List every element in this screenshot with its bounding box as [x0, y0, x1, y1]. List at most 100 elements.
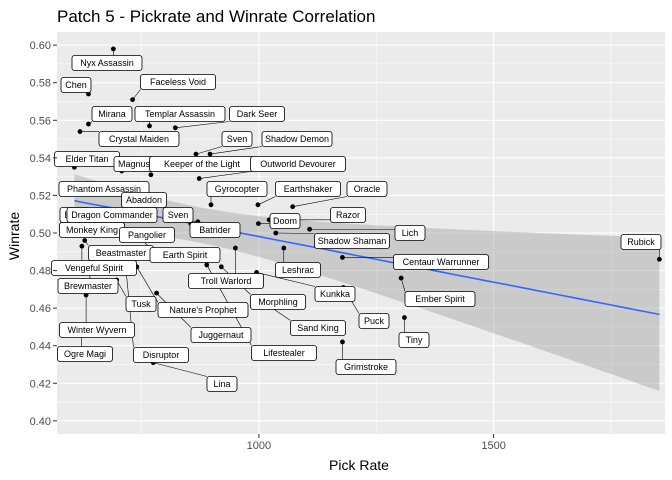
y-tick-label: 0.44: [30, 341, 51, 353]
point-label-box: [60, 77, 92, 93]
point-label-box: [189, 222, 241, 238]
label-connector: [292, 196, 348, 207]
point-label-box: [188, 273, 264, 289]
data-point: [77, 129, 83, 134]
point-label: Phantom Assassin: [67, 184, 141, 194]
point-label: Shadow Demon: [265, 134, 329, 144]
chart-title: Patch 5 - Pickrate and Winrate Correlati…: [57, 7, 375, 26]
point-label-box: [346, 181, 388, 197]
point-label-box: [314, 286, 356, 302]
point-label: Templar Assassin: [145, 109, 215, 119]
point-label-box: [335, 359, 397, 375]
y-tick-label: 0.56: [30, 115, 51, 127]
point-label-box: [133, 347, 189, 363]
data-point: [255, 202, 261, 208]
data-point: [193, 151, 199, 157]
point-label: Dragon Commander: [71, 210, 153, 220]
point-label-box: [269, 213, 301, 229]
point-label: Morphling: [258, 297, 298, 307]
point-label-box: [119, 227, 175, 243]
point-label: Nyx Assassin: [80, 58, 134, 68]
point-label: Batrider: [199, 225, 231, 235]
data-point: [281, 245, 287, 251]
point-label: Ember Spirit: [415, 294, 465, 304]
point-label: Puck: [364, 316, 385, 326]
label-connector: [195, 146, 223, 155]
point-label-box: [275, 181, 341, 197]
point-label-box: [98, 131, 180, 147]
point-label-box: [358, 313, 390, 329]
point-label: Juggernaut: [198, 330, 244, 340]
data-point: [398, 275, 404, 281]
point-label-box: [57, 346, 113, 362]
point-label-box: [140, 74, 216, 90]
label-connector: [175, 121, 230, 129]
point-label: Brewmaster: [64, 281, 112, 291]
point-label: Sand King: [297, 323, 339, 333]
point-label: Pangolier: [128, 230, 166, 240]
y-tick-label: 0.52: [30, 190, 51, 202]
data-point: [148, 172, 154, 178]
point-label: Earth Spirit: [163, 250, 208, 260]
point-label: Tusk: [131, 299, 151, 309]
x-tick-label: 1500: [481, 440, 505, 452]
point-label-box: [620, 234, 662, 250]
point-label-box: [162, 207, 194, 223]
point-label-box: [394, 225, 426, 241]
point-label: Elder Titan: [65, 154, 108, 164]
point-label: Sven: [168, 210, 189, 220]
point-label: Ogre Magi: [64, 349, 106, 359]
point-label: Keeper of the Light: [164, 159, 241, 169]
y-tick-label: 0.50: [30, 228, 51, 240]
point-label-box: [51, 260, 137, 276]
label-connector: [257, 196, 276, 206]
y-tick-label: 0.58: [30, 78, 51, 90]
point-label: Outworld Devourer: [260, 159, 336, 169]
data-point: [273, 230, 279, 236]
point-label-box: [190, 327, 252, 343]
data-point: [218, 264, 224, 270]
point-label: Sven: [227, 134, 248, 144]
data-point: [290, 204, 296, 210]
point-label: Tiny: [406, 335, 423, 345]
point-label-box: [206, 181, 268, 197]
point-label: Razor: [336, 210, 360, 220]
data-point: [196, 176, 202, 181]
point-label: Lina: [213, 379, 230, 389]
data-point: [656, 256, 662, 262]
data-point: [147, 123, 152, 129]
point-label: Kunkka: [320, 289, 350, 299]
point-label: Lich: [402, 228, 419, 238]
point-label: Faceless Void: [150, 77, 206, 87]
point-label: Leshrac: [282, 265, 315, 275]
y-tick-label: 0.40: [30, 416, 51, 428]
data-point: [207, 151, 213, 157]
point-label: Magnus: [118, 159, 151, 169]
point-label-box: [125, 296, 157, 312]
point-label: Grimstroke: [344, 362, 388, 372]
point-label: Chen: [65, 80, 87, 90]
point-label: Mirana: [98, 109, 126, 119]
data-point: [79, 243, 85, 249]
data-point: [233, 245, 238, 251]
point-label-box: [290, 320, 346, 336]
y-tick-label: 0.46: [30, 303, 51, 315]
data-point: [154, 290, 159, 296]
point-label-box: [404, 291, 476, 307]
data-point: [307, 226, 312, 232]
data-point: [402, 315, 407, 320]
point-label: Crystal Maiden: [109, 134, 169, 144]
point-label-box: [398, 332, 430, 348]
point-label-box: [134, 106, 226, 122]
point-label: Gyrocopter: [215, 184, 260, 194]
y-axis-title: Winrate: [6, 212, 22, 260]
point-label: Doom: [273, 216, 297, 226]
data-point: [340, 255, 345, 260]
point-label: Monkey King: [66, 225, 118, 235]
point-label-box: [330, 207, 366, 223]
point-label-box: [314, 233, 390, 249]
label-connector: [275, 232, 315, 234]
point-label: Earthshaker: [284, 184, 333, 194]
point-label: Vengeful Spirit: [65, 263, 124, 273]
